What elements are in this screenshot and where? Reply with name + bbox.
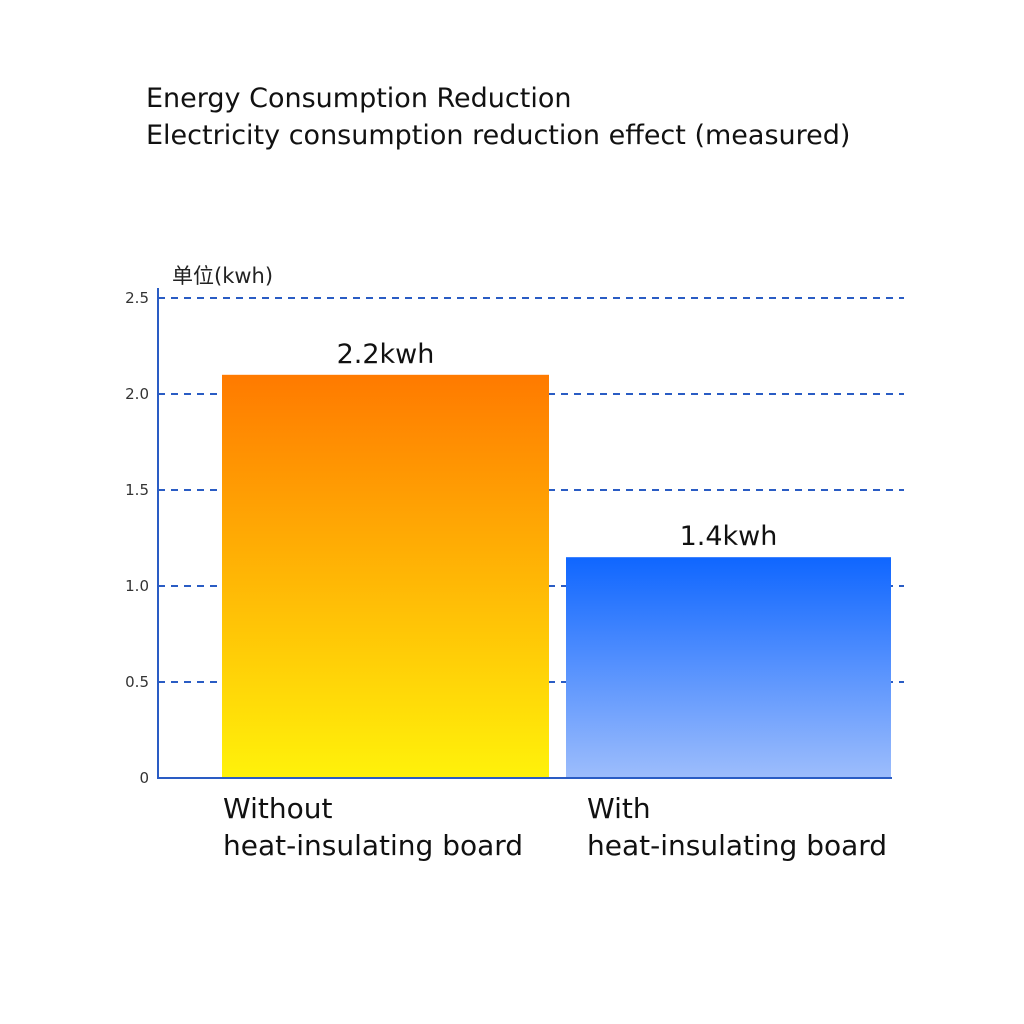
value-labels: 2.2kwh 1.4kwh: [337, 339, 778, 552]
category-label-with-line1: With: [587, 792, 651, 825]
y-tick-labels: 0 0.5 1.0 1.5 2.0 2.5: [125, 289, 149, 787]
bar: [222, 374, 549, 778]
axes: [157, 288, 892, 779]
bars: [222, 374, 891, 778]
bar-value-label: 2.2kwh: [337, 339, 435, 370]
y-tick-label: 0: [139, 769, 149, 787]
bar-value-label: 1.4kwh: [680, 521, 778, 552]
y-tick-label: 1.0: [125, 577, 149, 595]
chart-title: Energy Consumption Reduction: [146, 83, 572, 114]
category-label-with-line2: heat-insulating board: [587, 829, 888, 862]
category-label-without-line2: heat-insulating board: [223, 829, 524, 862]
chart-subtitle: Electricity consumption reduction effect…: [146, 120, 851, 151]
bar: [566, 557, 891, 778]
y-tick-label: 2.5: [125, 289, 149, 307]
y-axis-unit-label: 单位(kwh): [172, 264, 273, 288]
category-label-without-line1: Without: [223, 792, 333, 825]
category-label-with: With heat-insulating board: [587, 790, 887, 864]
y-tick-label: 2.0: [125, 385, 149, 403]
category-label-without: Without heat-insulating board: [223, 790, 523, 864]
y-tick-label: 1.5: [125, 481, 149, 499]
y-tick-label: 0.5: [125, 673, 149, 691]
chart-title-block: Energy Consumption Reduction Electricity…: [146, 80, 850, 154]
